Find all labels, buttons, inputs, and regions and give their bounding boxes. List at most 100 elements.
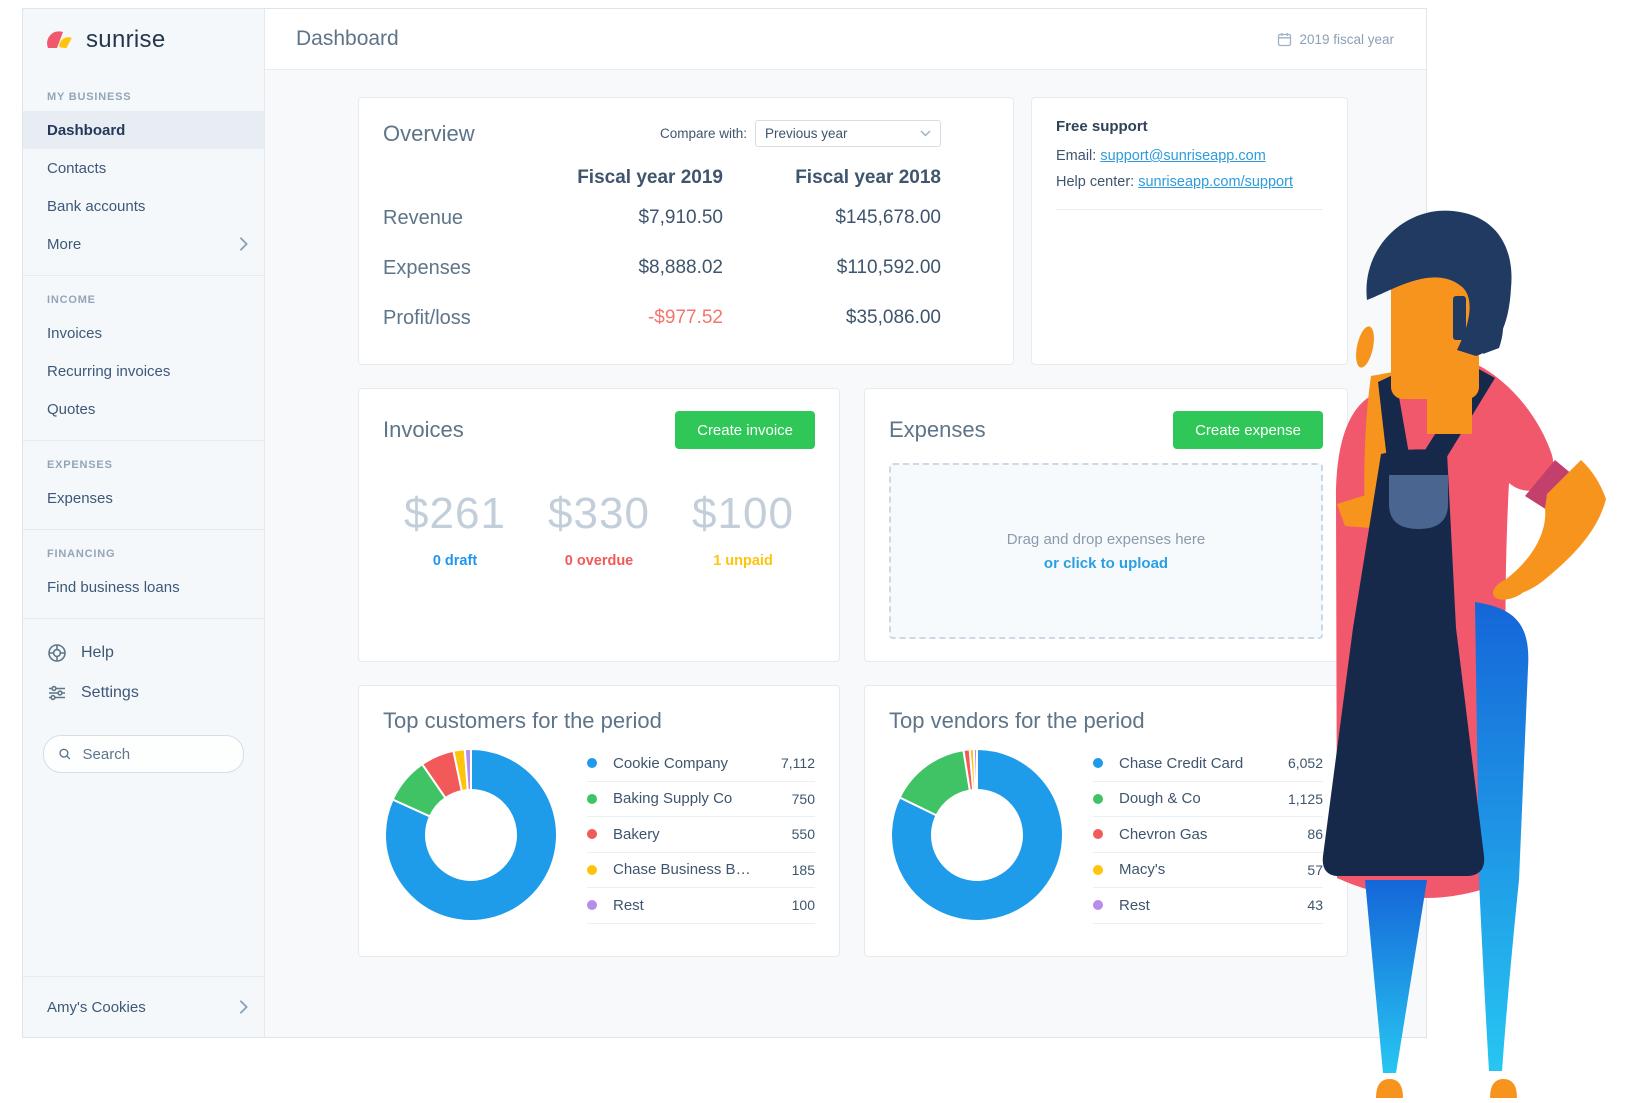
overview-row-label: Expenses (383, 256, 471, 279)
company-switcher[interactable]: Amy's Cookies (23, 976, 264, 1037)
search-box[interactable] (43, 735, 244, 773)
overview-value: $110,592.00 (836, 257, 941, 278)
legend-dot (1093, 900, 1103, 911)
donut-slice (972, 747, 978, 791)
fiscal-year-selector[interactable]: 2019 fiscal year (1277, 32, 1394, 47)
invoice-stat-label: 1 unpaid (713, 553, 773, 569)
customers-legend: Cookie Company 7,112 Baking Supply Co 750 Ba… (587, 746, 815, 924)
fiscal-year-label: 2019 fiscal year (1299, 31, 1394, 47)
sidebar-item-recurring-invoices[interactable]: Recurring invoices (47, 362, 171, 380)
sidebar-item-dashboard[interactable]: Dashboard (23, 111, 264, 149)
legend-dot (1093, 793, 1103, 804)
settings-icon (49, 685, 65, 701)
legend-label: Rest (613, 896, 644, 914)
overview-row-label: Revenue (383, 206, 464, 229)
overview-value: $145,678.00 (835, 207, 941, 228)
sidebar-section-label: FINANCING (47, 548, 116, 560)
legend-dot (587, 900, 597, 911)
legend-label: Bakery (613, 825, 660, 843)
sidebar-section: INCOME Invoices Recurring invoices Quotes (23, 275, 264, 440)
legend-row: Rest 100 (587, 888, 815, 924)
legend-value: 7,112 (781, 755, 815, 772)
invoice-stat-amount: $100 (692, 489, 794, 538)
legend-value: 550 (791, 826, 815, 843)
support-email-line: Email: support@sunriseapp.com (1056, 143, 1323, 169)
sidebar-item-quotes[interactable]: Quotes (47, 400, 96, 418)
foot-left (1376, 1079, 1403, 1098)
expenses-title: Expenses (889, 417, 986, 442)
company-name: Amy's Cookies (47, 998, 146, 1016)
legend-value: 86 (1307, 826, 1323, 843)
legend-label: Rest (1119, 896, 1150, 914)
compare-with-label: Compare with: (659, 126, 747, 141)
sidebar-item-bank-accounts[interactable]: Bank accounts (47, 197, 146, 215)
legend-label: Chevron Gas (1119, 825, 1208, 843)
support-email-link[interactable]: support@sunriseapp.com (1100, 148, 1266, 164)
search-area (23, 719, 264, 773)
top-vendors-title: Top vendors for the period (889, 708, 1145, 733)
overview-row-label: Profit/loss (383, 306, 471, 329)
sidebar-nav: MY BUSINESS Dashboard Contacts Bank account… (23, 71, 264, 618)
top-vendors-card: Top vendors for the period Chase Credit … (864, 685, 1348, 957)
search-input[interactable] (80, 744, 229, 764)
overview-value: -$977.52 (647, 307, 723, 328)
legend-row: Macy's 57 (1093, 853, 1323, 888)
legend-dot (1093, 829, 1103, 840)
dropzone-upload-link[interactable]: or click to upload (1043, 554, 1169, 572)
sidebar-item-help[interactable]: Help (23, 633, 264, 673)
legend-value: 750 (791, 790, 815, 807)
expense-upload-dropzone[interactable]: Drag and drop expenses here or click to … (889, 463, 1323, 639)
app-window: sunrise MY BUSINESS Dashboard Contacts Bank… (22, 8, 1427, 1038)
vendors-donut-chart (890, 747, 1064, 922)
legend-dot (587, 758, 597, 769)
support-helpcenter-line: Help center: sunriseapp.com/support (1056, 169, 1323, 195)
legend-label: Chase Credit Card (1119, 754, 1244, 772)
sidebar-section-label: EXPENSES (47, 459, 113, 471)
sidebar-item-find-business-loans[interactable]: Find business loans (47, 578, 180, 596)
sidebar-item-more[interactable]: More (23, 225, 264, 263)
create-expense-button[interactable]: Create expense (1173, 411, 1323, 449)
search-icon (59, 748, 71, 760)
legend-value: 57 (1307, 861, 1323, 878)
sidebar-item-contacts[interactable]: Contacts (47, 159, 107, 177)
chevron-down-icon (920, 130, 931, 137)
legend-value: 185 (791, 861, 815, 878)
legend-label: Chase Business B… (613, 861, 751, 879)
sideburn (1453, 296, 1466, 340)
donut-slice (384, 747, 558, 922)
sidebar: sunrise MY BUSINESS Dashboard Contacts Bank… (23, 9, 265, 1037)
page-title: Dashboard (296, 27, 399, 50)
legend-row: Baking Supply Co 750 (587, 782, 815, 817)
legend-row: Dough & Co 1,125 (1093, 782, 1323, 817)
sidebar-item-expenses[interactable]: Expenses (47, 489, 113, 507)
hair-lock (1461, 282, 1504, 354)
sidebar-section: EXPENSES Expenses (23, 440, 264, 529)
legend-value: 100 (791, 897, 815, 914)
invoice-stat: $261 0 draft (383, 489, 527, 569)
create-invoice-button[interactable]: Create invoice (675, 411, 815, 449)
chevron-right-icon (233, 999, 249, 1015)
legend-row: Chase Credit Card 6,052 (1093, 746, 1323, 782)
sidebar-section-label: INCOME (47, 294, 96, 306)
support-helpcenter-link[interactable]: sunriseapp.com/support (1138, 174, 1293, 191)
leg-right (1475, 602, 1529, 1071)
legend-dot (1093, 864, 1103, 875)
invoice-stat-label: 0 draft (432, 553, 478, 569)
sidebar-item-settings[interactable]: Settings (23, 673, 264, 713)
legend-row: Bakery 550 (587, 817, 815, 853)
apron-strap-right (1425, 368, 1495, 460)
help-icon (48, 644, 66, 662)
overview-value: $7,910.50 (638, 207, 723, 228)
dashboard-content: Overview Compare with: Previous year Fis… (265, 70, 1426, 1037)
legend-dot (587, 793, 597, 804)
top-customers-title: Top customers for the period (383, 708, 662, 733)
vendors-legend: Chase Credit Card 6,052 Dough & Co 1,125 Che… (1093, 746, 1323, 924)
sidebar-item-invoices[interactable]: Invoices (47, 324, 103, 342)
invoice-stat: $330 0 overdue (527, 489, 671, 569)
foot-right (1490, 1079, 1517, 1098)
sidebar-utility: Help Settings (23, 618, 264, 719)
logo: sunrise (23, 9, 264, 71)
support-title: Free support (1056, 118, 1148, 135)
compare-with-select[interactable]: Previous year (755, 120, 941, 147)
